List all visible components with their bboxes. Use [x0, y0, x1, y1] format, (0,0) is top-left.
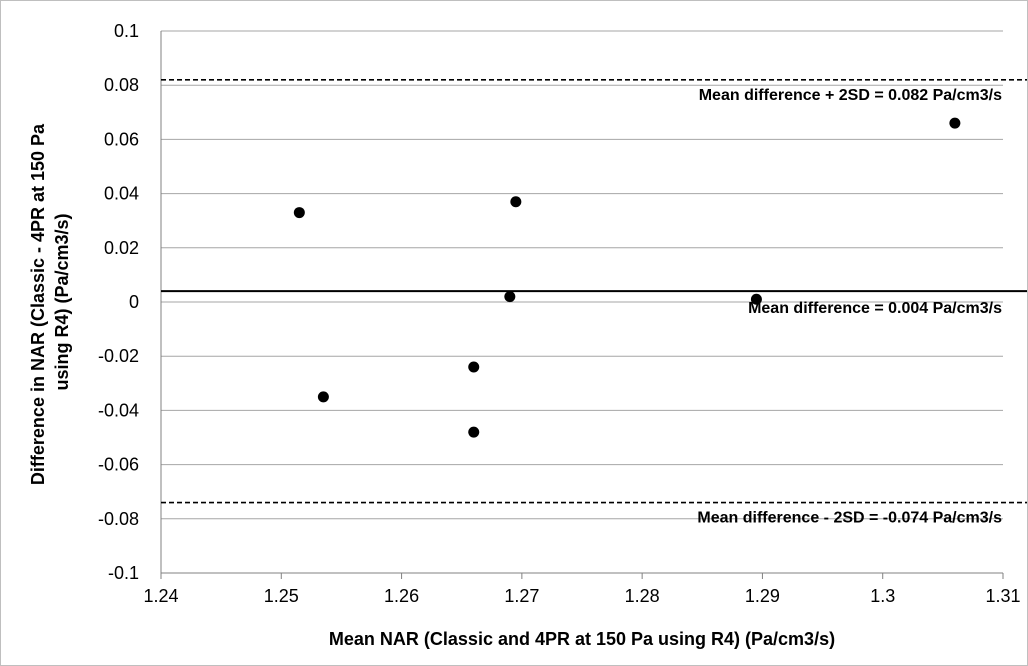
reference-labels: Mean difference + 2SD = 0.082 Pa/cm3/s Me…	[697, 87, 1002, 527]
x-tick-label: 1.31	[985, 586, 1020, 606]
reference-line-label: Mean difference + 2SD = 0.082 Pa/cm3/s	[699, 87, 1002, 104]
y-tick-label: 0.04	[104, 184, 139, 204]
x-tick-label: 1.26	[384, 586, 419, 606]
reference-line-label: Mean difference = 0.004 Pa/cm3/s	[748, 300, 1002, 317]
data-points	[293, 117, 961, 438]
y-tick-label: -0.04	[98, 400, 139, 420]
x-tick-label: 1.3	[870, 586, 895, 606]
tick-labels: -0.1 -0.08 -0.06 -0.04 -0.02 0 0.02 0.04 0.06 0.0…	[98, 21, 1021, 606]
y-tick-label: 0.1	[114, 21, 139, 41]
gridlines	[161, 30, 1003, 520]
x-tick-label: 1.25	[264, 586, 299, 606]
data-point	[317, 391, 329, 403]
axes	[160, 31, 1004, 579]
y-axis-title-line-1: Difference in NAR (Classic - 4PR at 150 …	[28, 123, 48, 485]
y-tick-label: 0.02	[104, 238, 139, 258]
data-point	[468, 361, 480, 373]
y-tick-label: 0.08	[104, 75, 139, 95]
y-tick-label: 0	[129, 292, 139, 312]
x-tick-label: 1.24	[143, 586, 178, 606]
data-point	[510, 196, 522, 208]
y-tick-label: 0.06	[104, 129, 139, 149]
data-point	[504, 291, 516, 303]
y-tick-label: -0.1	[108, 563, 139, 583]
x-tick-label: 1.27	[504, 586, 539, 606]
x-tick-label: 1.29	[745, 586, 780, 606]
data-point	[468, 426, 480, 438]
y-axis-title: Difference in NAR (Classic - 4PR at 150 …	[28, 119, 72, 485]
y-tick-label: -0.02	[98, 346, 139, 366]
x-tick-label: 1.28	[625, 586, 660, 606]
y-tick-label: -0.06	[98, 455, 139, 475]
y-tick-label: -0.08	[98, 509, 139, 529]
x-axis-title: Mean NAR (Classic and 4PR at 150 Pa usin…	[329, 629, 835, 649]
reference-lines	[161, 78, 1027, 504]
reference-line-label: Mean difference - 2SD = -0.074 Pa/cm3/s	[697, 510, 1002, 527]
data-point	[750, 293, 762, 305]
data-point	[949, 117, 961, 129]
y-axis-title-line-2: using R4) (Pa/cm3/s)	[52, 213, 72, 390]
data-point	[293, 207, 305, 219]
